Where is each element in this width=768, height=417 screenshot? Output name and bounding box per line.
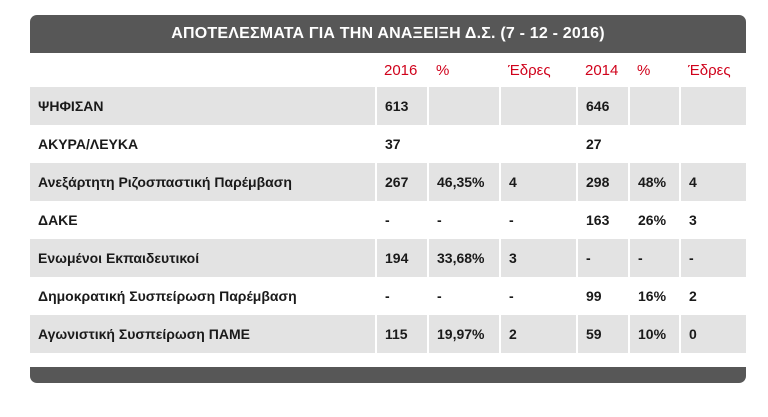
table-row: Ανεξάρτητη Ριζοσπαστική Παρέμβαση 267 46… xyxy=(30,163,746,201)
results-table: 2016 % Έδρες 2014 % Έδρες ΨΗΦΙΣΑΝ 613 64… xyxy=(30,53,746,353)
percent-2014: - xyxy=(628,239,680,277)
table-row: ΨΗΦΙΣΑΝ 613 646 xyxy=(30,87,746,125)
percent-2016: 19,97% xyxy=(427,315,500,353)
seats-2016: 2 xyxy=(499,315,577,353)
votes-2014: 163 xyxy=(576,201,629,239)
percent-2016: 46,35% xyxy=(427,163,500,201)
table-row: Δημοκρατική Συσπείρωση Παρέμβαση - - - 9… xyxy=(30,277,746,315)
seats-2016 xyxy=(499,125,577,163)
percent-2014 xyxy=(628,125,680,163)
percent-2014: 16% xyxy=(628,277,680,315)
row-label: Δημοκρατική Συσπείρωση Παρέμβαση xyxy=(38,288,297,304)
seats-2014: 0 xyxy=(679,315,746,353)
seats-2014: 2 xyxy=(679,277,746,315)
seats-2016 xyxy=(499,87,577,125)
percent-2014 xyxy=(628,87,680,125)
seats-2016: 4 xyxy=(499,163,577,201)
row-label: Ενωμένοι Εκπαιδευτικοί xyxy=(30,239,376,277)
percent-2016: - xyxy=(427,277,500,315)
votes-2014: 646 xyxy=(576,87,629,125)
header-seats-2016: Έδρες xyxy=(500,53,577,87)
table-title: ΑΠΟΤΕΛΕΣΜΑΤΑ ΓΙΑ ΤΗΝ ΑΝΑΞΕΙΞΗ Δ.Σ. (7 - … xyxy=(30,15,746,53)
header-row: 2016 % Έδρες 2014 % Έδρες xyxy=(30,53,746,87)
header-year-2014: 2014 xyxy=(577,53,629,87)
row-label: ΑΚΥΡΑ/ΛΕΥΚΑ xyxy=(38,136,139,152)
row-label: ΨΗΦΙΣΑΝ xyxy=(30,87,376,125)
table-row: ΔΑΚΕ - - - 163 26% 3 xyxy=(30,201,746,239)
votes-2014: 59 xyxy=(576,315,629,353)
seats-2014: - xyxy=(679,239,746,277)
header-percent-2016: % xyxy=(428,53,500,87)
votes-2014: 99 xyxy=(576,277,629,315)
header-percent-2014: % xyxy=(629,53,680,87)
votes-2016: 194 xyxy=(375,239,428,277)
percent-2016 xyxy=(427,125,500,163)
results-card: ΑΠΟΤΕΛΕΣΜΑΤΑ ΓΙΑ ΤΗΝ ΑΝΑΞΕΙΞΗ Δ.Σ. (7 - … xyxy=(30,15,746,383)
votes-2016: 115 xyxy=(375,315,428,353)
percent-2014: 10% xyxy=(628,315,680,353)
votes-2016: 267 xyxy=(375,163,428,201)
seats-2016: - xyxy=(499,277,577,315)
percent-2016: 33,68% xyxy=(427,239,500,277)
votes-2016: 613 xyxy=(375,87,428,125)
seats-2014: 3 xyxy=(679,201,746,239)
header-seats-2014: Έδρες xyxy=(680,53,746,87)
header-label xyxy=(30,53,376,87)
votes-2016: - xyxy=(375,201,428,239)
table-row: ΑΚΥΡΑ/ΛΕΥΚΑ 37 27 xyxy=(30,125,746,163)
row-label: Αγωνιστική Συσπείρωση ΠΑΜΕ xyxy=(30,315,376,353)
table-row: Ενωμένοι Εκπαιδευτικοί 194 33,68% 3 - - … xyxy=(30,239,746,277)
votes-2016: - xyxy=(375,277,428,315)
percent-2014: 26% xyxy=(628,201,680,239)
votes-2016: 37 xyxy=(375,125,428,163)
votes-2014: 298 xyxy=(576,163,629,201)
header-year-2016: 2016 xyxy=(376,53,428,87)
seats-2014: 4 xyxy=(679,163,746,201)
seats-2014 xyxy=(679,125,746,163)
seats-2014 xyxy=(679,87,746,125)
seats-2016: - xyxy=(499,201,577,239)
votes-2014: - xyxy=(576,239,629,277)
table-row: Αγωνιστική Συσπείρωση ΠΑΜΕ 115 19,97% 2 … xyxy=(30,315,746,353)
row-label: ΔΑΚΕ xyxy=(38,212,78,228)
seats-2016: 3 xyxy=(499,239,577,277)
percent-2014: 48% xyxy=(628,163,680,201)
percent-2016 xyxy=(427,87,500,125)
footer-bar xyxy=(30,367,746,383)
percent-2016: - xyxy=(427,201,500,239)
votes-2014: 27 xyxy=(576,125,629,163)
row-label: Ανεξάρτητη Ριζοσπαστική Παρέμβαση xyxy=(30,163,376,201)
